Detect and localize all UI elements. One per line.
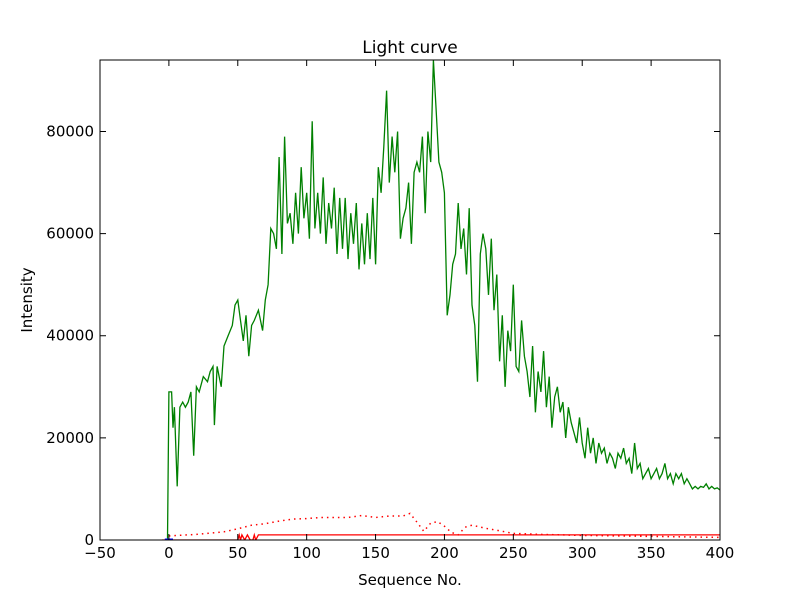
x-tick-label: 100 xyxy=(292,544,321,562)
series-line-red-dotted xyxy=(168,512,720,539)
x-tick-label: 300 xyxy=(568,544,597,562)
plot-area xyxy=(162,59,720,540)
x-tick-label: −50 xyxy=(84,544,116,562)
x-tick-label: 350 xyxy=(637,544,666,562)
y-tick-label: 20000 xyxy=(46,429,94,447)
y-tick-label: 80000 xyxy=(46,122,94,140)
y-tick-label: 0 xyxy=(84,531,94,549)
series-line-red-solid xyxy=(162,532,720,540)
axes-frame xyxy=(99,59,721,541)
series-line-green xyxy=(166,59,720,540)
y-axis-label: Intensity xyxy=(18,267,36,332)
axis-ticks: −50 0 50 100 150 200 250 300 350 4000200004000060… xyxy=(46,60,734,562)
chart-title: Light curve xyxy=(362,38,457,58)
x-tick-label: 150 xyxy=(361,544,390,562)
x-tick-label: 0 xyxy=(164,544,174,562)
x-tick-label: 250 xyxy=(499,544,528,562)
x-tick-label: 50 xyxy=(228,544,247,562)
y-tick-label: 60000 xyxy=(46,225,94,243)
y-tick-label: 40000 xyxy=(46,327,94,345)
x-tick-label: 400 xyxy=(706,544,735,562)
x-axis-label: Sequence No. xyxy=(358,571,462,589)
x-tick-label: 200 xyxy=(430,544,459,562)
